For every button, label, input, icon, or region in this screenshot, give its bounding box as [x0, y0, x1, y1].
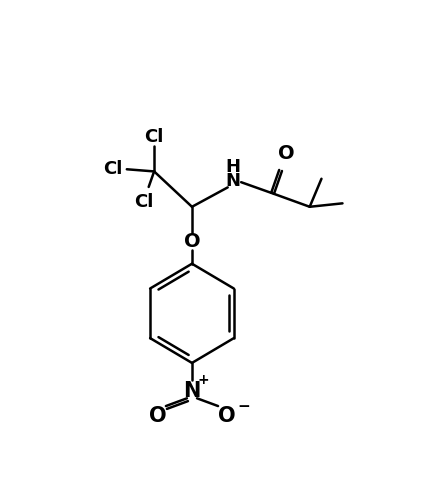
- Text: H: H: [225, 157, 240, 176]
- Text: Cl: Cl: [134, 192, 153, 211]
- Text: N: N: [183, 381, 201, 400]
- Text: Cl: Cl: [103, 160, 123, 178]
- Text: O: O: [218, 406, 235, 426]
- Text: O: O: [278, 144, 294, 163]
- Text: N: N: [225, 172, 240, 190]
- Text: O: O: [184, 232, 200, 251]
- Text: +: +: [198, 373, 210, 387]
- Text: O: O: [149, 406, 166, 426]
- Text: −: −: [238, 399, 250, 414]
- Text: Cl: Cl: [144, 128, 164, 146]
